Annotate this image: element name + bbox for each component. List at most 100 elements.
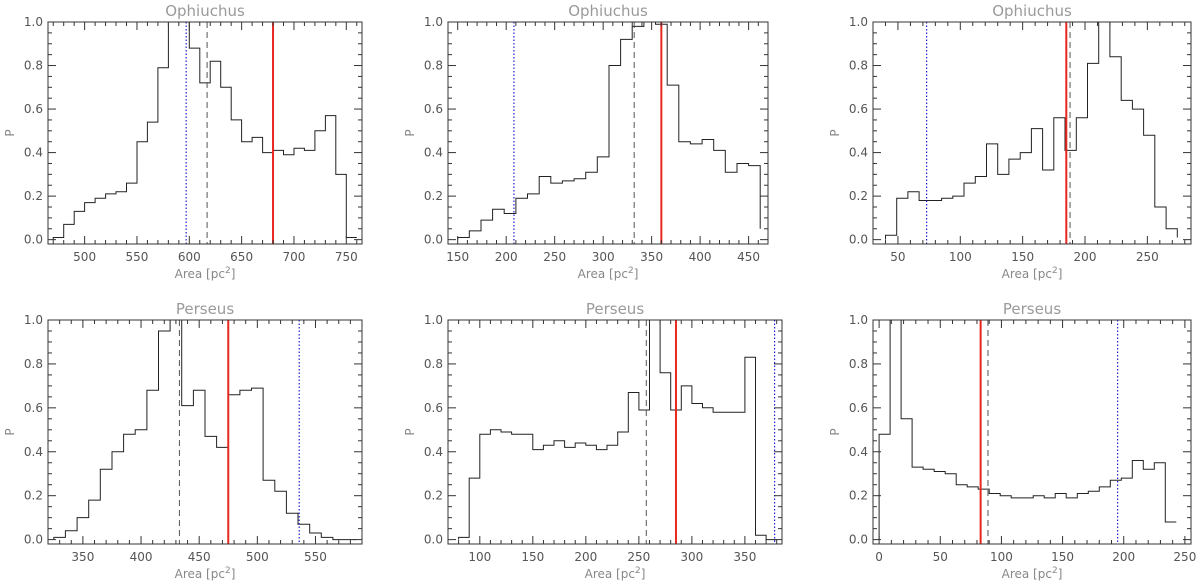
y-tick-label: 0.8	[24, 59, 43, 73]
x-tick-label: 650	[230, 250, 253, 264]
y-tick-label: 0.8	[849, 357, 868, 371]
y-axis-label: P	[828, 428, 842, 435]
x-axis-label-text: Area [pc	[1002, 267, 1052, 281]
x-tick-label: 200	[574, 550, 597, 564]
x-axis-label-text: Area [pc	[1002, 567, 1052, 581]
y-tick-label: 0.2	[424, 189, 443, 203]
y-tick-label: 0.4	[849, 146, 868, 160]
x-axis-unit-exponent: 2	[628, 266, 634, 276]
x-axis-unit-close: ]	[634, 267, 639, 281]
y-tick-label: 1.0	[849, 313, 868, 327]
y-tick-label: 0.2	[424, 489, 443, 503]
y-axis-label: P	[403, 129, 417, 136]
x-tick-label: 250	[1136, 250, 1159, 264]
x-axis-unit-close: ]	[231, 567, 236, 581]
x-tick-label: 700	[283, 250, 306, 264]
x-tick-label: 150	[521, 550, 544, 564]
x-tick-label: 100	[468, 550, 491, 564]
y-tick-label: 0.2	[849, 189, 868, 203]
x-axis-label: Area [pc2]	[585, 566, 646, 581]
panel-6: Perseus 0 50 100 150 200 250 0.0 0.2 0.4 0.6 0.8 1.0…	[828, 300, 1196, 581]
y-tick-label: 1.0	[24, 15, 43, 29]
x-axis-label-text: Area [pc	[578, 267, 628, 281]
y-tick-label: 0.0	[24, 533, 43, 547]
histogram-line	[878, 320, 1177, 540]
x-tick-label: 200	[495, 250, 518, 264]
x-axis-unit-close: ]	[641, 567, 646, 581]
x-tick-label: 500	[246, 550, 269, 564]
y-tick-label: 0.2	[849, 489, 868, 503]
x-axis-unit-close: ]	[1058, 267, 1063, 281]
x-tick-label: 350	[71, 550, 94, 564]
x-tick-label: 300	[680, 550, 703, 564]
x-tick-label: 50	[933, 550, 948, 564]
plot-frame	[47, 21, 363, 245]
y-axis-label: P	[828, 129, 842, 136]
y-tick-label: 0.4	[424, 445, 443, 459]
x-axis-label-text: Area [pc	[175, 267, 225, 281]
x-tick-label: 200	[1074, 250, 1097, 264]
x-tick-label: 100	[990, 550, 1013, 564]
x-tick-label: 150	[446, 250, 469, 264]
histogram-line	[885, 22, 1178, 240]
x-axis-unit-close: ]	[1058, 567, 1063, 581]
x-tick-label: 350	[733, 550, 756, 564]
x-tick-label: 150	[1011, 250, 1034, 264]
y-tick-label: 1.0	[424, 15, 443, 29]
y-tick-label: 0.6	[24, 401, 43, 415]
y-tick-label: 0.4	[424, 146, 443, 160]
plot-frame	[447, 21, 769, 245]
y-tick-label: 1.0	[24, 313, 43, 327]
panel-title: Ophiuchus	[165, 2, 245, 20]
plot-frame	[872, 21, 1192, 245]
y-tick-label: 0.4	[24, 146, 43, 160]
x-axis-label: Area [pc2]	[1002, 566, 1063, 581]
x-axis-unit-exponent: 2	[1052, 266, 1058, 276]
x-axis-label: Area [pc2]	[1002, 266, 1063, 281]
y-tick-label: 0.0	[424, 533, 443, 547]
x-axis-unit-exponent: 2	[1052, 566, 1058, 576]
plot-frame	[47, 319, 363, 545]
x-axis-label: Area [pc2]	[175, 566, 236, 581]
x-tick-label: 150	[1051, 550, 1074, 564]
y-axis-label: P	[403, 428, 417, 435]
panel-4: Perseus 350 400 450 500 550 0.0 0.2 0.4 0.6 0.8 1.0…	[3, 300, 363, 581]
x-tick-label: 400	[689, 250, 712, 264]
y-tick-label: 0.0	[849, 533, 868, 547]
y-tick-label: 0.4	[849, 445, 868, 459]
x-axis-unit-exponent: 2	[225, 266, 231, 276]
histogram-line	[457, 22, 761, 240]
x-tick-label: 400	[130, 550, 153, 564]
panel-title: Perseus	[586, 300, 644, 318]
y-tick-label: 0.8	[849, 59, 868, 73]
plot-frame	[872, 319, 1192, 545]
y-tick-label: 1.0	[424, 313, 443, 327]
x-tick-label: 250	[543, 250, 566, 264]
y-tick-label: 0.8	[424, 357, 443, 371]
y-tick-label: 0.8	[24, 357, 43, 371]
panel-5: Perseus 100 150 200 250 300 350 0.0 0.2 0.4 0.6 0.8…	[403, 300, 783, 581]
histogram-line	[458, 320, 777, 541]
x-tick-label: 0	[875, 550, 883, 564]
y-tick-label: 0.4	[24, 445, 43, 459]
y-tick-label: 0.8	[424, 59, 443, 73]
x-tick-label: 250	[627, 550, 650, 564]
x-tick-label: 350	[640, 250, 663, 264]
x-tick-label: 50	[890, 250, 905, 264]
x-tick-label: 200	[1112, 550, 1135, 564]
x-tick-label: 450	[737, 250, 760, 264]
histogram-line	[52, 22, 357, 240]
panel-3: Ophiuchus 50 100 150 200 250 0.0 0.2 0.4 0.6 0.8 1.…	[828, 2, 1192, 281]
x-axis-label-text: Area [pc	[585, 567, 635, 581]
y-tick-label: 1.0	[849, 15, 868, 29]
y-tick-label: 0.6	[24, 102, 43, 116]
x-tick-label: 750	[335, 250, 358, 264]
y-tick-label: 0.6	[424, 401, 443, 415]
x-axis-unit-exponent: 2	[635, 566, 641, 576]
plot-frame	[447, 319, 783, 545]
y-tick-label: 0.6	[849, 102, 868, 116]
x-tick-label: 500	[73, 250, 96, 264]
y-tick-label: 0.2	[24, 489, 43, 503]
x-axis-label: Area [pc2]	[175, 266, 236, 281]
